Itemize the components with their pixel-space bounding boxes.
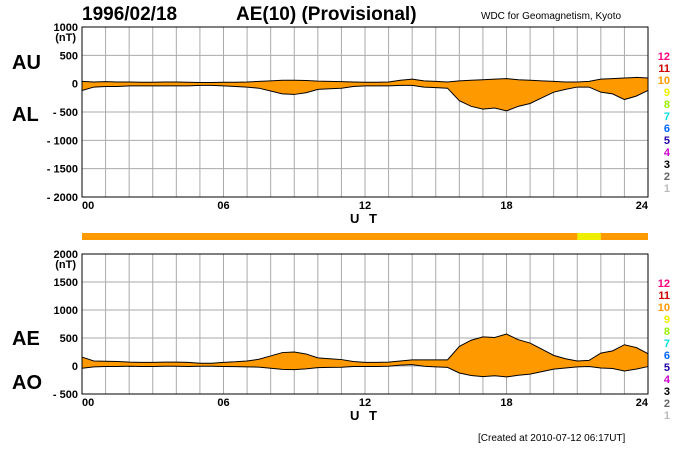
level-number: 1 (664, 410, 670, 422)
x-tick-label: 12 (359, 200, 371, 212)
plot-frame (81, 26, 649, 198)
level-number: 4 (664, 147, 671, 159)
ae-ao-panel: 2000 1500 1000 500 0 - 500 (nT) 00 06 12 18 24 U T (53, 249, 649, 423)
y-tick-label: - 2000 (47, 192, 78, 204)
y-tick-label: 2000 (54, 249, 78, 261)
x-tick-label: 24 (636, 200, 649, 212)
x-tick-label: 18 (500, 200, 512, 212)
al-label: AL (12, 104, 39, 126)
source-label: WDC for Geomagnetism, Kyoto (481, 11, 622, 22)
level-number: 1 (664, 183, 670, 195)
level-number: 10 (658, 302, 670, 314)
unit-label: (nT) (55, 259, 76, 271)
x-tick-label: 24 (636, 397, 649, 409)
upper-series-line (81, 333, 649, 364)
level-number: 9 (664, 314, 670, 326)
y-tick-label: - 1500 (47, 164, 78, 176)
upper-series-line (81, 76, 649, 84)
created-timestamp: [Created at 2010-07-12 06:17UT] (478, 433, 626, 444)
level-number: 12 (658, 278, 670, 290)
lower-series-line (81, 84, 649, 112)
level-number: 2 (664, 398, 670, 410)
x-tick-label: 00 (82, 200, 94, 212)
level-number: 7 (664, 111, 670, 123)
level-number: 7 (664, 338, 670, 350)
level-number: 11 (658, 63, 670, 75)
level-number: 5 (664, 362, 670, 374)
au-al-panel: 1000 500 0 - 500 - 1000 - 1500 - 2000 (nT) 00 06 1… (47, 22, 649, 226)
y-tick-label: - 500 (53, 389, 78, 401)
x-tick-label: 06 (217, 397, 229, 409)
ao-label: AO (12, 372, 42, 394)
level-number: 5 (664, 135, 670, 147)
y-tick-label: 500 (60, 333, 78, 345)
au-label: AU (12, 52, 41, 74)
level-number: 2 (664, 171, 670, 183)
y-tick-label: 1500 (54, 277, 78, 289)
plot-frame (81, 253, 649, 395)
y-tick-label: 1000 (54, 305, 78, 317)
level-number: 8 (664, 99, 670, 111)
level-number: 11 (658, 290, 670, 302)
x-tick-label: 18 (500, 397, 512, 409)
x-axis-label: U T (350, 408, 380, 423)
station-bar-segment (577, 233, 601, 240)
y-tick-label: - 1000 (47, 135, 78, 147)
x-tick-label: 06 (217, 200, 229, 212)
level-number: 3 (664, 159, 670, 171)
level-number: 4 (664, 374, 671, 386)
station-bar (82, 233, 648, 240)
ae-label: AE (12, 328, 40, 350)
level-number: 8 (664, 326, 670, 338)
x-axis-label: U T (350, 211, 380, 226)
level-number: 10 (658, 75, 670, 87)
chart-title: AE(10) (Provisional) (236, 4, 417, 25)
date-label: 1996/02/18 (82, 4, 178, 25)
y-tick-label: 1000 (54, 22, 78, 34)
level-number: 6 (664, 350, 670, 362)
level-number: 6 (664, 123, 670, 135)
y-tick-label: 0 (72, 79, 78, 91)
x-tick-label: 00 (82, 397, 94, 409)
y-tick-label: - 500 (53, 107, 78, 119)
level-number: 9 (664, 87, 670, 99)
y-tick-label: 0 (72, 361, 78, 373)
level-number: 12 (658, 51, 670, 63)
x-tick-label: 12 (359, 397, 371, 409)
y-tick-label: 500 (60, 50, 78, 62)
lower-series-line (81, 364, 649, 378)
level-number: 3 (664, 386, 670, 398)
unit-label: (nT) (55, 32, 76, 44)
